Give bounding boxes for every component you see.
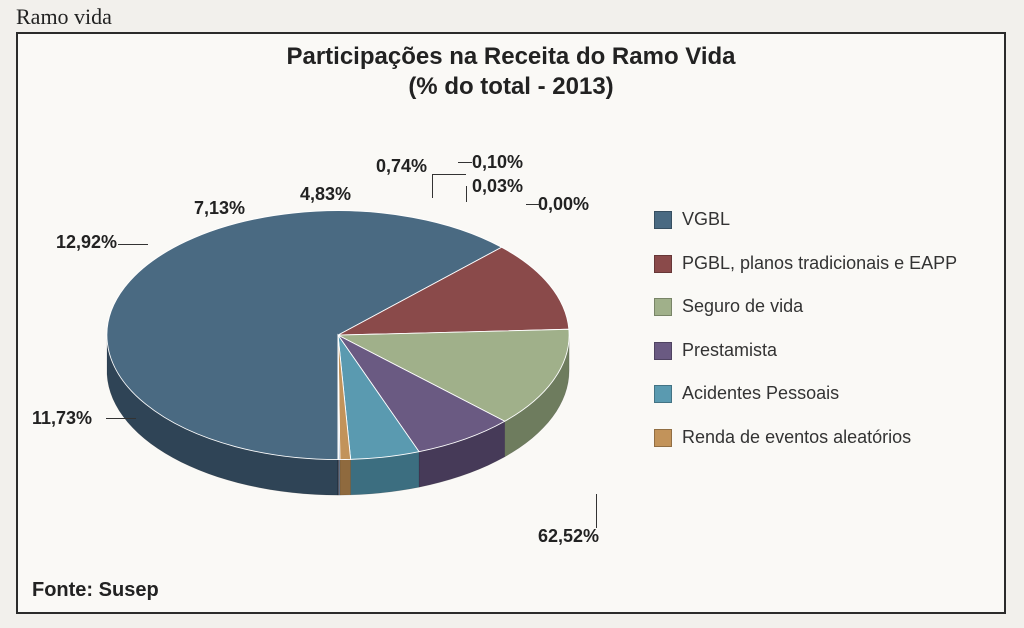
pie-chart	[78, 184, 598, 574]
source-label: Fonte: Susep	[32, 579, 159, 602]
legend-label: Seguro de vida	[682, 296, 803, 318]
chart-title-line1: Participações na Receita do Ramo Vida	[18, 42, 1004, 72]
datalabel-renda: 0,74%	[376, 156, 427, 177]
legend-item: Renda de eventos aleatórios	[654, 427, 974, 449]
datalabel-tiny3: 0,00%	[538, 194, 589, 215]
legend-swatch	[654, 298, 672, 316]
legend-swatch	[654, 385, 672, 403]
legend-swatch	[654, 342, 672, 360]
leader-line	[118, 244, 148, 245]
legend-label: PGBL, planos tradicionais e EAPP	[682, 253, 957, 275]
legend-swatch	[654, 211, 672, 229]
section-heading: Ramo vida	[16, 4, 1008, 30]
datalabel-vgbl: 62,52%	[538, 526, 599, 547]
leader-line	[466, 186, 467, 202]
legend-swatch	[654, 429, 672, 447]
leader-line	[432, 174, 466, 175]
datalabel-acidentes: 4,83%	[300, 184, 351, 205]
legend-item: Prestamista	[654, 340, 974, 362]
legend-label: Renda de eventos aleatórios	[682, 427, 911, 449]
legend-item: Seguro de vida	[654, 296, 974, 318]
legend-label: Acidentes Pessoais	[682, 383, 839, 405]
datalabel-pgbl: 11,73%	[32, 408, 92, 429]
legend-label: Prestamista	[682, 340, 777, 362]
datalabel-seguro: 12,92%	[56, 232, 117, 253]
leader-line	[458, 162, 472, 163]
datalabel-prestamista: 7,13%	[194, 198, 245, 219]
chart-frame: Participações na Receita do Ramo Vida (%…	[16, 32, 1006, 614]
leader-line	[526, 204, 540, 205]
legend-label: VGBL	[682, 209, 730, 231]
leader-line	[106, 418, 136, 419]
legend-item: VGBL	[654, 209, 974, 231]
datalabel-tiny2: 0,03%	[472, 176, 523, 197]
legend-item: Acidentes Pessoais	[654, 383, 974, 405]
datalabel-tiny1: 0,10%	[472, 152, 523, 173]
chart-title-line2: (% do total - 2013)	[18, 72, 1004, 102]
legend-item: PGBL, planos tradicionais e EAPP	[654, 253, 974, 275]
legend-swatch	[654, 255, 672, 273]
leader-line	[432, 174, 433, 198]
leader-line	[596, 494, 597, 528]
legend: VGBL PGBL, planos tradicionais e EAPP Se…	[654, 209, 974, 471]
chart-title: Participações na Receita do Ramo Vida (%…	[18, 42, 1004, 102]
pie-svg	[78, 184, 598, 504]
